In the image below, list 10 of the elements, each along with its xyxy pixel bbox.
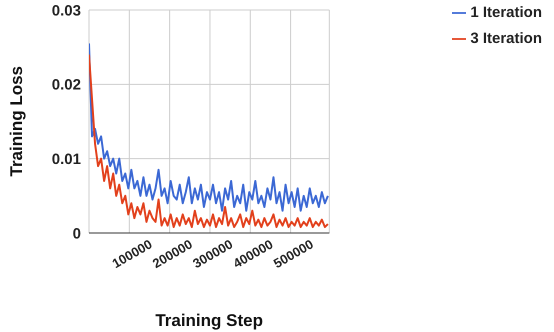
legend-label: 1 Iteration (470, 4, 542, 21)
y-tick-label: 0.03 (52, 2, 81, 20)
y-tick-label: 0 (72, 225, 81, 242)
y-tick-label: 0.01 (52, 150, 81, 168)
line-series (89, 54, 329, 228)
x-axis-title: Training Step (155, 311, 263, 330)
line-series (89, 42, 329, 212)
legend-label: 3 Iteration (470, 30, 542, 47)
y-axis-title: Training Loss (7, 66, 26, 176)
y-tick-label: 0.02 (52, 76, 81, 94)
